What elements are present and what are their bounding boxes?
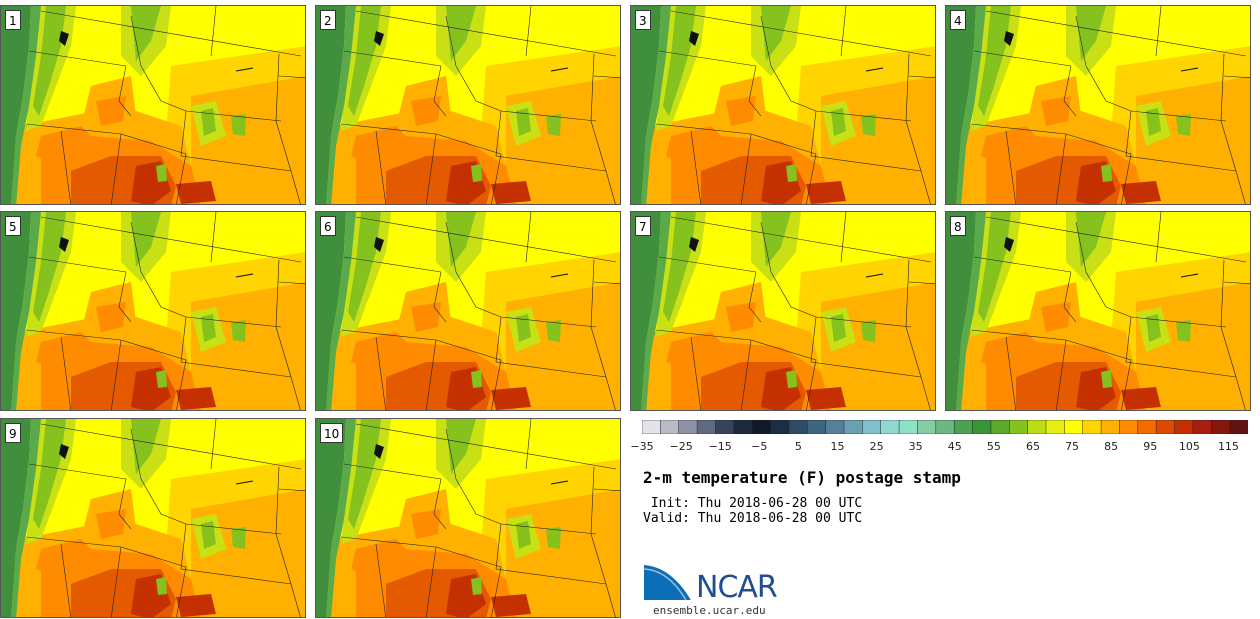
colorbar-swatch xyxy=(1211,420,1231,434)
colorbar-swatch xyxy=(1229,420,1248,434)
panel-number-label: 3 xyxy=(635,10,651,30)
map-panel-4: 4 xyxy=(945,5,1251,205)
colorbar-tick-label: 85 xyxy=(1104,440,1119,453)
temperature-map xyxy=(1,419,305,617)
colorbar-tick-label: −5 xyxy=(751,440,768,453)
colorbar-swatch xyxy=(1100,420,1121,434)
temperature-map xyxy=(1,212,305,410)
colorbar-swatch xyxy=(1137,420,1157,434)
map-panel-8: 8 xyxy=(945,211,1251,411)
colorbar-tick-label: 105 xyxy=(1178,440,1200,453)
colorbar-tick-label: 15 xyxy=(830,440,845,453)
panel-number-label: 2 xyxy=(320,10,336,30)
init-time: Init: Thu 2018-06-28 00 UTC xyxy=(643,496,863,511)
temperature-map xyxy=(316,419,620,617)
colorbar-swatch xyxy=(935,420,955,434)
colorbar-swatch xyxy=(1045,420,1066,434)
colorbar-swatch xyxy=(1009,420,1029,434)
map-panel-2: 2 xyxy=(315,5,621,205)
colorbar-swatch xyxy=(862,420,882,434)
colorbar-swatch xyxy=(678,420,698,434)
panel-number-label: 10 xyxy=(320,423,344,443)
temperature-map xyxy=(946,212,1250,410)
map-panel-9: 9 xyxy=(0,418,306,618)
colorbar-tick-label: 5 xyxy=(794,440,802,453)
colorbar-swatch xyxy=(843,420,864,434)
colorbar-swatch xyxy=(642,420,662,434)
colorbar-swatch xyxy=(733,420,753,434)
temperature-map xyxy=(946,6,1250,204)
colorbar-tick-label: 25 xyxy=(869,440,884,453)
colorbar-swatch xyxy=(990,420,1011,434)
colorbar-swatch xyxy=(660,420,680,434)
map-panel-5: 5 xyxy=(0,211,306,411)
colorbar-tick-label: −25 xyxy=(669,440,693,453)
colorbar-tick-label: 65 xyxy=(1025,440,1040,453)
colorbar xyxy=(642,420,1248,434)
temperature-map xyxy=(316,212,620,410)
map-panel-3: 3 xyxy=(630,5,936,205)
colorbar-swatch xyxy=(1155,420,1176,434)
colorbar-swatch xyxy=(972,420,992,434)
colorbar-swatch xyxy=(807,420,827,434)
panel-number-label: 6 xyxy=(320,216,336,236)
colorbar-swatch xyxy=(770,420,790,434)
panel-number-label: 1 xyxy=(5,10,21,30)
colorbar-swatch xyxy=(1119,420,1139,434)
colorbar-swatch xyxy=(715,420,735,434)
temperature-map xyxy=(316,6,620,204)
colorbar-swatch xyxy=(1082,420,1102,434)
colorbar-tick-label: 55 xyxy=(986,440,1001,453)
colorbar-swatch xyxy=(696,420,717,434)
map-panel-7: 7 xyxy=(630,211,936,411)
map-panel-10: 10 xyxy=(315,418,621,618)
colorbar-swatch xyxy=(1064,420,1084,434)
colorbar-swatch xyxy=(788,420,809,434)
panel-number-label: 9 xyxy=(5,423,21,443)
colorbar-tick-label: 35 xyxy=(908,440,923,453)
colorbar-tick-label: −15 xyxy=(708,440,732,453)
temperature-map xyxy=(631,212,935,410)
panel-number-label: 4 xyxy=(950,10,966,30)
ncar-logo-icon xyxy=(643,563,693,601)
colorbar-swatch xyxy=(1027,420,1047,434)
ncar-logo-text: NCAR xyxy=(696,570,778,605)
panel-number-label: 7 xyxy=(635,216,651,236)
colorbar-tick-label: 45 xyxy=(947,440,962,453)
colorbar-swatch xyxy=(825,420,845,434)
colorbar-swatch xyxy=(1174,420,1194,434)
colorbar-swatch xyxy=(1192,420,1213,434)
colorbar-tick-label: 95 xyxy=(1143,440,1158,453)
colorbar-tick-label: 75 xyxy=(1065,440,1080,453)
colorbar-swatch xyxy=(917,420,937,434)
colorbar-tick-label: 115 xyxy=(1217,440,1239,453)
map-panel-1: 1 xyxy=(0,5,306,205)
temperature-map xyxy=(631,6,935,204)
colorbar-swatch xyxy=(751,420,772,434)
page-title: 2-m temperature (F) postage stamp xyxy=(643,468,961,487)
colorbar-tick-label: −35 xyxy=(630,440,654,453)
colorbar-swatch xyxy=(953,420,974,434)
colorbar-swatch xyxy=(898,420,919,434)
panel-number-label: 5 xyxy=(5,216,21,236)
site-url: ensemble.ucar.edu xyxy=(653,604,766,617)
valid-time: Valid: Thu 2018-06-28 00 UTC xyxy=(643,511,863,526)
temperature-map xyxy=(1,6,305,204)
colorbar-swatch xyxy=(880,420,900,434)
map-panel-6: 6 xyxy=(315,211,621,411)
panel-number-label: 8 xyxy=(950,216,966,236)
